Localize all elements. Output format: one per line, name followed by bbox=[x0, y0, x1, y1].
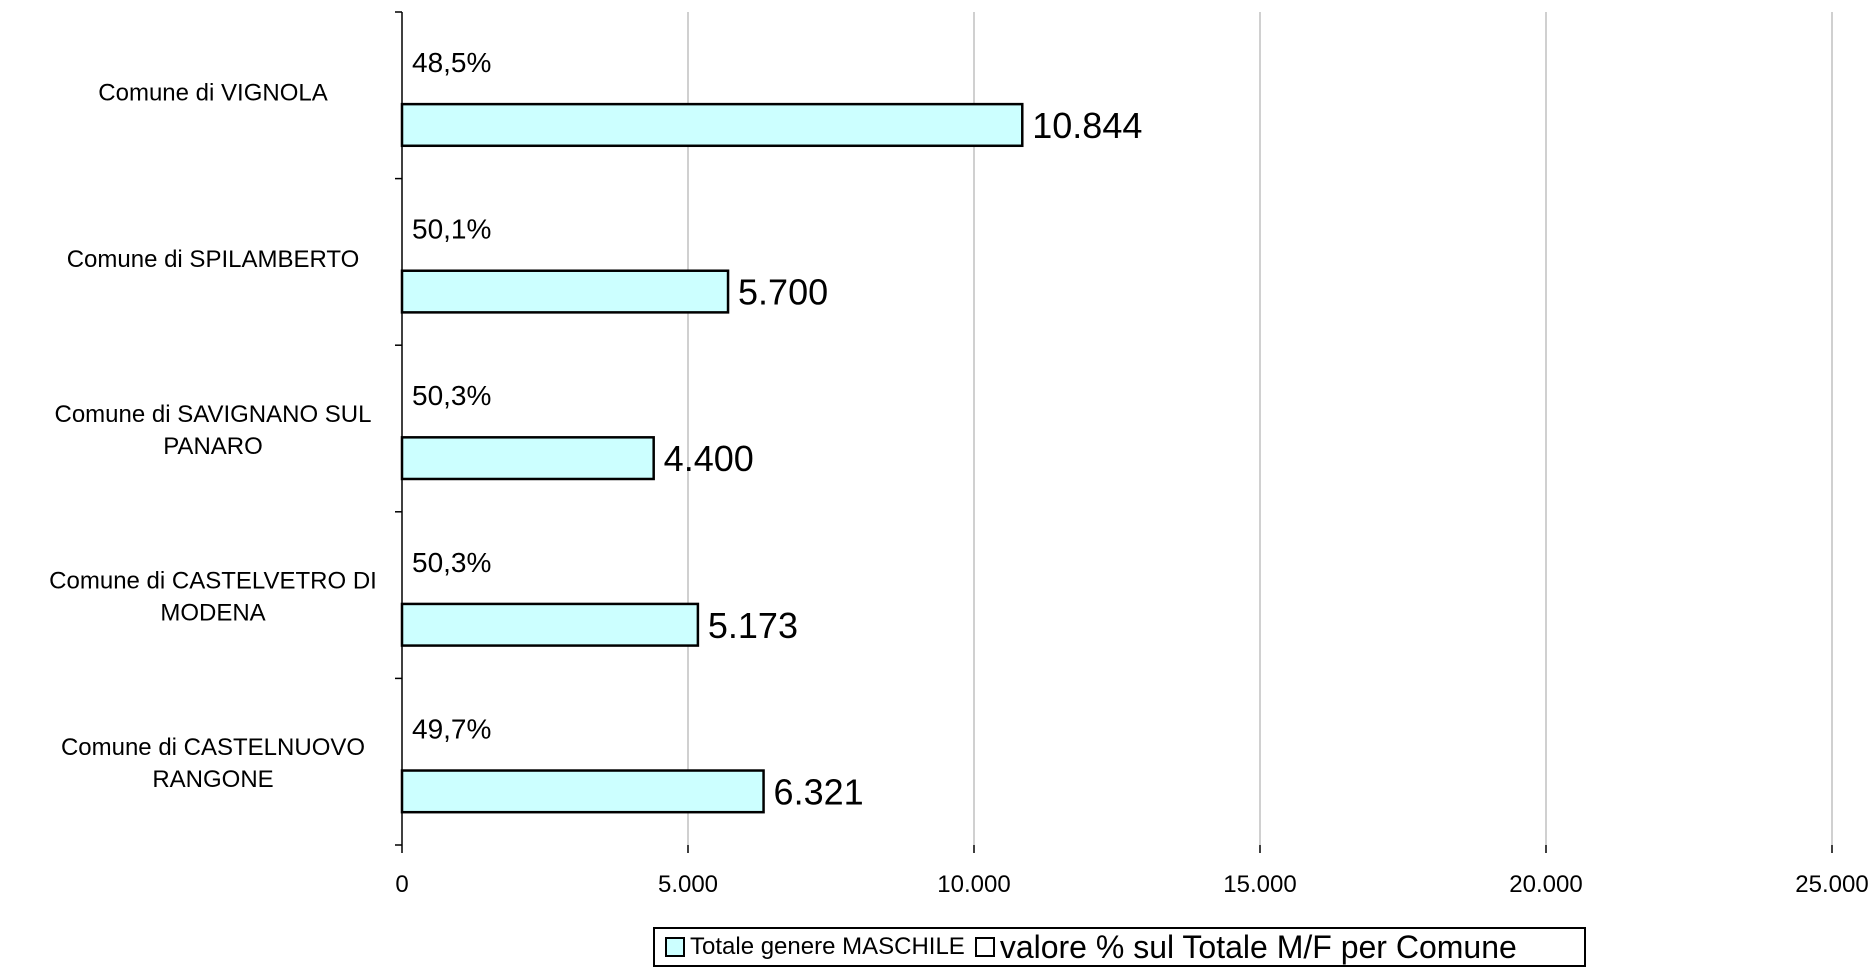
category-label: Comune di CASTELVETRO DI bbox=[49, 567, 377, 594]
legend-label-percent: valore % sul Totale M/F per Comune bbox=[999, 928, 1517, 965]
category-label: Comune di SPILAMBERTO bbox=[67, 246, 360, 273]
percent-label: 49,7% bbox=[412, 713, 491, 744]
bar-value-label: 6.321 bbox=[774, 771, 864, 812]
legend-swatch-totale bbox=[665, 937, 685, 957]
percent-label: 48,5% bbox=[412, 47, 491, 78]
legend-item-totale: Totale genere MASCHILE bbox=[665, 933, 965, 961]
bar bbox=[400, 602, 700, 647]
bar bbox=[400, 269, 730, 314]
bar-value-label: 10.844 bbox=[1032, 105, 1142, 146]
x-tick-label: 15.000 bbox=[1223, 871, 1296, 898]
category-label: Comune di SAVIGNANO SUL bbox=[54, 401, 371, 428]
category-label: PANARO bbox=[163, 433, 263, 460]
bars bbox=[400, 102, 1024, 814]
x-tick-label: 5.000 bbox=[658, 871, 718, 898]
bar bbox=[400, 769, 765, 814]
category-label: Comune di CASTELNUOVO bbox=[61, 734, 365, 761]
legend-swatch-percent bbox=[974, 937, 995, 957]
x-tick-label: 25.000 bbox=[1795, 871, 1868, 898]
gridlines bbox=[687, 12, 1833, 845]
axes bbox=[395, 11, 1833, 853]
category-label: MODENA bbox=[160, 599, 265, 626]
bar-value-label: 5.700 bbox=[738, 272, 828, 313]
legend-label-totale: Totale genere MASCHILE bbox=[690, 933, 965, 960]
percent-label: 50,3% bbox=[412, 547, 491, 578]
percent-label: 50,1% bbox=[412, 214, 491, 245]
bar-value-label: 4.400 bbox=[664, 438, 754, 479]
labels: 0 5.000 10.000 15.000 20.000 25.000 10.844 48,5… bbox=[49, 47, 1869, 898]
legend: Totale genere MASCHILE valore % sul Tota… bbox=[653, 927, 1586, 967]
percent-label: 50,3% bbox=[412, 380, 491, 411]
category-label: RANGONE bbox=[152, 766, 273, 793]
x-tick-label: 0 bbox=[395, 871, 408, 898]
category-label: Comune di VIGNOLA bbox=[98, 79, 327, 106]
legend-item-percent: valore % sul Totale M/F per Comune bbox=[974, 928, 1517, 966]
bar-value-label: 5.173 bbox=[708, 605, 798, 646]
bar bbox=[400, 436, 655, 481]
x-tick-label: 10.000 bbox=[937, 871, 1010, 898]
bar bbox=[400, 102, 1024, 148]
x-tick-label: 20.000 bbox=[1509, 871, 1582, 898]
